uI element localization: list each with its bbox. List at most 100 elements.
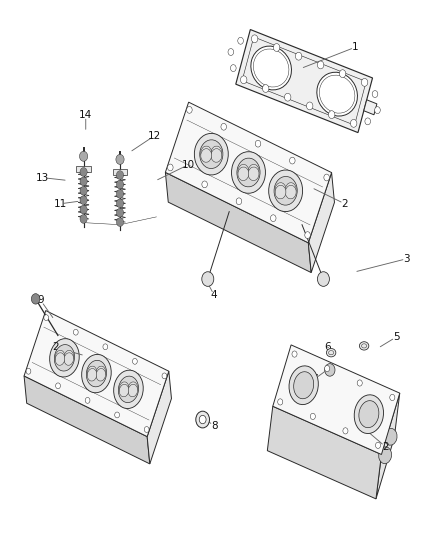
Ellipse shape <box>238 167 249 181</box>
Ellipse shape <box>114 370 143 408</box>
Circle shape <box>85 398 90 403</box>
Circle shape <box>290 157 295 164</box>
Circle shape <box>162 373 167 379</box>
Circle shape <box>361 78 368 86</box>
Ellipse shape <box>238 164 249 178</box>
Text: 13: 13 <box>36 173 49 183</box>
Circle shape <box>103 344 108 350</box>
Ellipse shape <box>87 366 97 378</box>
Ellipse shape <box>128 382 138 394</box>
Ellipse shape <box>211 149 222 162</box>
Polygon shape <box>364 100 377 115</box>
Text: 7: 7 <box>312 374 318 384</box>
Ellipse shape <box>326 349 336 357</box>
Circle shape <box>325 364 335 376</box>
Ellipse shape <box>251 46 291 90</box>
Text: 2: 2 <box>52 343 59 352</box>
Circle shape <box>390 394 395 401</box>
Ellipse shape <box>317 72 357 116</box>
Circle shape <box>187 107 192 113</box>
Circle shape <box>238 37 243 44</box>
Circle shape <box>202 272 214 286</box>
Circle shape <box>116 199 124 208</box>
Text: 6: 6 <box>324 343 331 352</box>
Ellipse shape <box>119 382 129 394</box>
Polygon shape <box>267 406 382 499</box>
Circle shape <box>255 140 261 147</box>
Circle shape <box>292 351 297 357</box>
Circle shape <box>310 413 316 419</box>
Circle shape <box>340 70 346 78</box>
Circle shape <box>306 102 313 110</box>
Circle shape <box>317 61 324 69</box>
Ellipse shape <box>354 395 384 433</box>
Circle shape <box>80 205 87 214</box>
Ellipse shape <box>50 338 79 377</box>
Circle shape <box>240 76 247 84</box>
Circle shape <box>31 294 40 304</box>
Ellipse shape <box>119 384 129 397</box>
Ellipse shape <box>294 372 314 399</box>
Circle shape <box>80 151 88 161</box>
Text: 9: 9 <box>38 295 44 305</box>
Circle shape <box>372 91 378 98</box>
Circle shape <box>343 428 348 434</box>
Ellipse shape <box>87 368 97 381</box>
Ellipse shape <box>55 353 65 365</box>
Polygon shape <box>76 166 91 172</box>
Circle shape <box>284 93 291 101</box>
Ellipse shape <box>275 183 286 196</box>
Ellipse shape <box>118 376 139 402</box>
Circle shape <box>116 180 124 189</box>
Ellipse shape <box>201 149 212 162</box>
Circle shape <box>199 415 206 424</box>
Circle shape <box>73 329 78 335</box>
Ellipse shape <box>55 350 65 363</box>
Ellipse shape <box>87 360 107 387</box>
Circle shape <box>80 215 87 223</box>
Polygon shape <box>376 393 400 499</box>
Polygon shape <box>147 371 171 464</box>
Ellipse shape <box>201 146 212 160</box>
Ellipse shape <box>384 429 397 445</box>
Ellipse shape <box>194 133 228 175</box>
Ellipse shape <box>248 167 259 181</box>
Ellipse shape <box>96 366 106 378</box>
Circle shape <box>116 208 124 217</box>
Circle shape <box>350 119 357 127</box>
Circle shape <box>116 155 124 165</box>
Circle shape <box>274 44 280 51</box>
Circle shape <box>221 124 226 130</box>
Text: 4: 4 <box>211 290 218 300</box>
Circle shape <box>196 411 209 428</box>
Circle shape <box>375 442 381 448</box>
Text: 5: 5 <box>393 332 399 342</box>
Circle shape <box>26 368 31 374</box>
Polygon shape <box>24 311 169 437</box>
Circle shape <box>271 215 276 222</box>
Ellipse shape <box>211 146 222 160</box>
Ellipse shape <box>359 342 369 350</box>
Circle shape <box>44 315 49 320</box>
Circle shape <box>116 217 124 227</box>
Ellipse shape <box>200 140 223 168</box>
Polygon shape <box>273 345 400 455</box>
Ellipse shape <box>274 176 297 205</box>
Circle shape <box>202 181 208 188</box>
Circle shape <box>324 174 329 181</box>
Circle shape <box>305 232 310 238</box>
Text: 11: 11 <box>53 199 67 209</box>
Circle shape <box>365 118 371 125</box>
Ellipse shape <box>64 350 73 363</box>
Ellipse shape <box>64 353 73 365</box>
Circle shape <box>329 111 335 118</box>
Text: 10: 10 <box>182 160 195 169</box>
Circle shape <box>236 198 242 205</box>
Circle shape <box>317 272 329 286</box>
Polygon shape <box>113 169 127 175</box>
Polygon shape <box>236 29 372 133</box>
Ellipse shape <box>379 447 392 464</box>
Circle shape <box>375 107 380 114</box>
Circle shape <box>116 190 124 198</box>
Ellipse shape <box>96 368 106 381</box>
